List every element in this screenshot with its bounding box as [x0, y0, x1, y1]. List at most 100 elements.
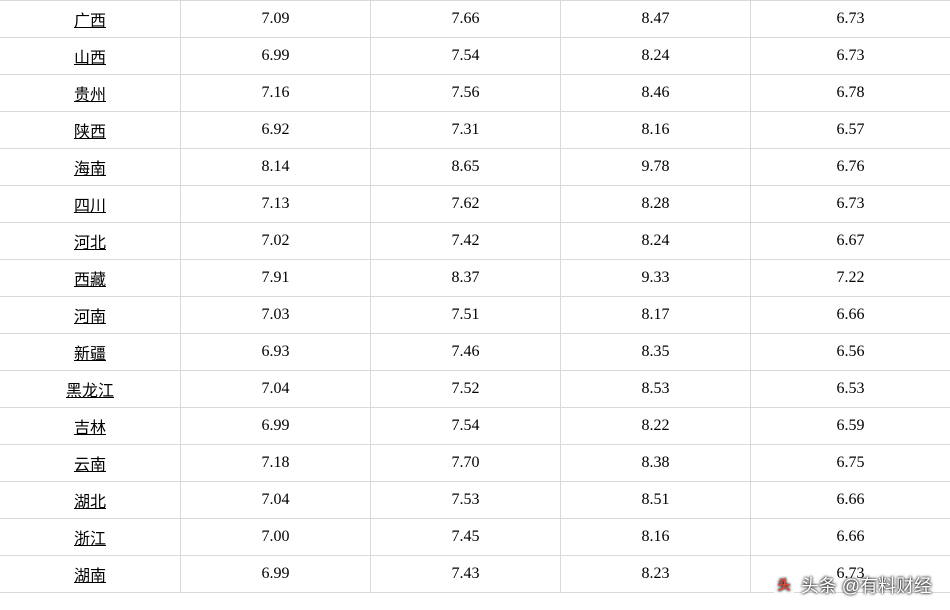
province-cell: 湖北 — [0, 482, 181, 519]
value-cell: 7.43 — [371, 556, 561, 593]
value-cell: 6.53 — [751, 371, 950, 408]
province-cell: 浙江 — [0, 519, 181, 556]
table-row: 贵州 7.167.568.466.78 — [0, 75, 950, 112]
value-cell: 7.54 — [371, 408, 561, 445]
value-cell: 6.56 — [751, 334, 950, 371]
value-cell: 6.73 — [751, 38, 950, 75]
value-cell: 8.17 — [561, 297, 751, 334]
province-name: 新疆 — [74, 346, 106, 363]
value-cell: 8.37 — [371, 260, 561, 297]
value-cell: 6.99 — [181, 38, 371, 75]
value-cell: 7.04 — [181, 371, 371, 408]
value-cell: 6.92 — [181, 112, 371, 149]
table-row: 广西 7.097.668.476.73 — [0, 1, 950, 38]
value-cell: 8.23 — [561, 556, 751, 593]
value-cell: 6.66 — [751, 297, 950, 334]
province-name: 湖南 — [74, 568, 106, 585]
value-cell: 7.66 — [371, 1, 561, 38]
value-cell: 6.93 — [181, 334, 371, 371]
province-name: 湖北 — [74, 494, 106, 511]
province-cell: 新疆 — [0, 334, 181, 371]
watermark: 头 头条 @有料财经 — [773, 572, 932, 598]
table-row: 云南 7.187.708.386.75 — [0, 445, 950, 482]
province-cell: 海南 — [0, 149, 181, 186]
province-cell: 河南 — [0, 297, 181, 334]
table-row: 西藏7.918.379.337.22 — [0, 260, 950, 297]
province-name: 浙江 — [74, 531, 106, 548]
province-cell: 山西 — [0, 38, 181, 75]
province-name: 海南 — [74, 161, 106, 178]
value-cell: 7.31 — [371, 112, 561, 149]
value-cell: 7.53 — [371, 482, 561, 519]
province-cell: 黑龙江 — [0, 371, 181, 408]
value-cell: 8.53 — [561, 371, 751, 408]
value-cell: 8.65 — [371, 149, 561, 186]
province-name: 四川 — [74, 198, 106, 215]
value-cell: 7.18 — [181, 445, 371, 482]
value-cell: 8.35 — [561, 334, 751, 371]
value-cell: 6.99 — [181, 556, 371, 593]
table-row: 湖北 7.047.538.516.66 — [0, 482, 950, 519]
value-cell: 7.02 — [181, 223, 371, 260]
value-cell: 7.51 — [371, 297, 561, 334]
table-row: 新疆 6.937.468.356.56 — [0, 334, 950, 371]
province-name: 贵州 — [74, 87, 106, 104]
value-cell: 6.99 — [181, 408, 371, 445]
value-cell: 7.22 — [751, 260, 950, 297]
value-cell: 8.24 — [561, 38, 751, 75]
province-name: 黑龙江 — [66, 383, 114, 400]
value-cell: 8.16 — [561, 112, 751, 149]
province-name: 广西 — [74, 13, 106, 30]
value-cell: 7.04 — [181, 482, 371, 519]
value-cell: 7.09 — [181, 1, 371, 38]
value-cell: 7.45 — [371, 519, 561, 556]
table-row: 海南8.148.659.786.76 — [0, 149, 950, 186]
table-row: 河北7.027.428.246.67 — [0, 223, 950, 260]
value-cell: 8.47 — [561, 1, 751, 38]
value-cell: 8.28 — [561, 186, 751, 223]
value-cell: 7.70 — [371, 445, 561, 482]
value-cell: 6.78 — [751, 75, 950, 112]
value-cell: 6.67 — [751, 223, 950, 260]
province-cell: 河北 — [0, 223, 181, 260]
province-name: 陕西 — [74, 124, 106, 141]
value-cell: 6.59 — [751, 408, 950, 445]
value-cell: 8.22 — [561, 408, 751, 445]
value-cell: 8.46 — [561, 75, 751, 112]
value-cell: 7.91 — [181, 260, 371, 297]
province-cell: 广西 — [0, 1, 181, 38]
table-row: 河南7.037.518.176.66 — [0, 297, 950, 334]
province-name: 河北 — [74, 235, 106, 252]
table-row: 吉林 6.997.548.226.59 — [0, 408, 950, 445]
value-cell: 8.51 — [561, 482, 751, 519]
table-row: 陕西 6.927.318.166.57 — [0, 112, 950, 149]
province-cell: 贵州 — [0, 75, 181, 112]
table-row: 山西6.997.548.246.73 — [0, 38, 950, 75]
value-cell: 7.00 — [181, 519, 371, 556]
value-cell: 7.46 — [371, 334, 561, 371]
value-cell: 6.73 — [751, 186, 950, 223]
toutiao-icon: 头 — [773, 574, 795, 596]
value-cell: 8.24 — [561, 223, 751, 260]
watermark-text: 头条 @有料财经 — [801, 572, 932, 598]
svg-text:头: 头 — [777, 578, 790, 593]
value-cell: 9.78 — [561, 149, 751, 186]
province-name: 西藏 — [74, 272, 106, 289]
value-cell: 6.73 — [751, 1, 950, 38]
value-cell: 8.14 — [181, 149, 371, 186]
table-row: 黑龙江7.047.528.536.53 — [0, 371, 950, 408]
value-cell: 7.16 — [181, 75, 371, 112]
value-cell: 8.38 — [561, 445, 751, 482]
value-cell: 7.56 — [371, 75, 561, 112]
province-cell: 陕西 — [0, 112, 181, 149]
value-cell: 7.03 — [181, 297, 371, 334]
value-cell: 8.16 — [561, 519, 751, 556]
province-name: 云南 — [74, 457, 106, 474]
value-cell: 7.13 — [181, 186, 371, 223]
value-cell: 6.75 — [751, 445, 950, 482]
value-cell: 6.66 — [751, 482, 950, 519]
province-name: 吉林 — [74, 420, 106, 437]
table-row: 四川7.137.628.286.73 — [0, 186, 950, 223]
value-cell: 6.57 — [751, 112, 950, 149]
province-cell: 西藏 — [0, 260, 181, 297]
